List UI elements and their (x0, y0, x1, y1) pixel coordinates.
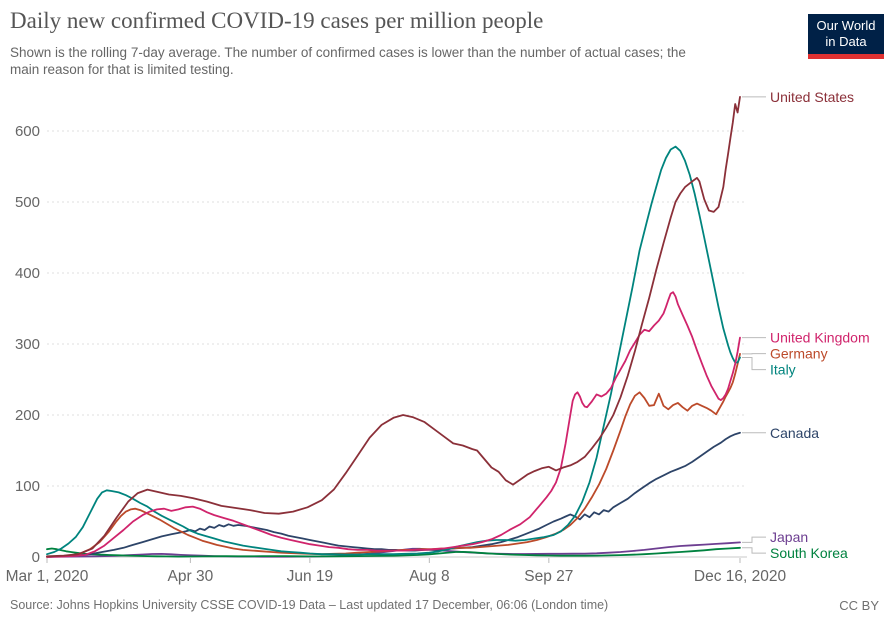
y-tick-label: 600 (15, 123, 40, 140)
license-label[interactable]: CC BY (839, 598, 879, 613)
chart-title: Daily new confirmed COVID-19 cases per m… (10, 8, 544, 33)
series-label-canada[interactable]: Canada (770, 425, 819, 441)
series-line-south-korea[interactable] (46, 546, 741, 558)
label-connector (742, 536, 766, 543)
series-line-united-states[interactable] (46, 96, 741, 558)
label-connector (742, 357, 766, 371)
series-label-united-states[interactable]: United States (770, 89, 854, 105)
series-line-canada[interactable] (46, 431, 741, 558)
chart-subtitle-line1: Shown is the rolling 7-day average. The … (10, 45, 686, 60)
y-tick-label: 100 (15, 478, 40, 495)
x-tick-label: Mar 1, 2020 (6, 568, 89, 585)
logo-line1: Our World (816, 18, 876, 33)
chart-subtitle: Shown is the rolling 7-day average. The … (10, 44, 686, 78)
logo-line2: in Data (825, 34, 867, 49)
series-line-united-kingdom[interactable] (46, 291, 741, 558)
label-connector (742, 547, 766, 554)
series-label-germany[interactable]: Germany (770, 346, 828, 362)
our-world-in-data-logo[interactable]: Our World in Data (808, 14, 884, 59)
y-tick-label: 400 (15, 265, 40, 282)
chart-subtitle-line2: main reason for that is limited testing. (10, 62, 234, 77)
series-label-italy[interactable]: Italy (770, 362, 796, 378)
x-tick-label: Apr 30 (168, 568, 214, 585)
y-tick-label: 200 (15, 407, 40, 424)
series-label-united-kingdom[interactable]: United Kingdom (770, 330, 870, 346)
series-line-italy[interactable] (46, 145, 741, 556)
x-tick-label: Aug 8 (409, 568, 450, 585)
x-tick-label: Sep 27 (524, 568, 573, 585)
y-tick-label: 0 (32, 549, 40, 566)
series-line-germany[interactable] (46, 352, 741, 558)
series-label-south-korea[interactable]: South Korea (770, 545, 848, 561)
chart-footer: Source: Johns Hopkins University CSSE CO… (10, 598, 879, 613)
x-tick-label: Dec 16, 2020 (694, 568, 787, 585)
y-tick-label: 500 (15, 194, 40, 211)
y-tick-label: 300 (15, 336, 40, 353)
x-tick-label: Jun 19 (287, 568, 334, 585)
series-label-japan[interactable]: Japan (770, 529, 808, 545)
source-note: Source: Johns Hopkins University CSSE CO… (10, 598, 609, 612)
